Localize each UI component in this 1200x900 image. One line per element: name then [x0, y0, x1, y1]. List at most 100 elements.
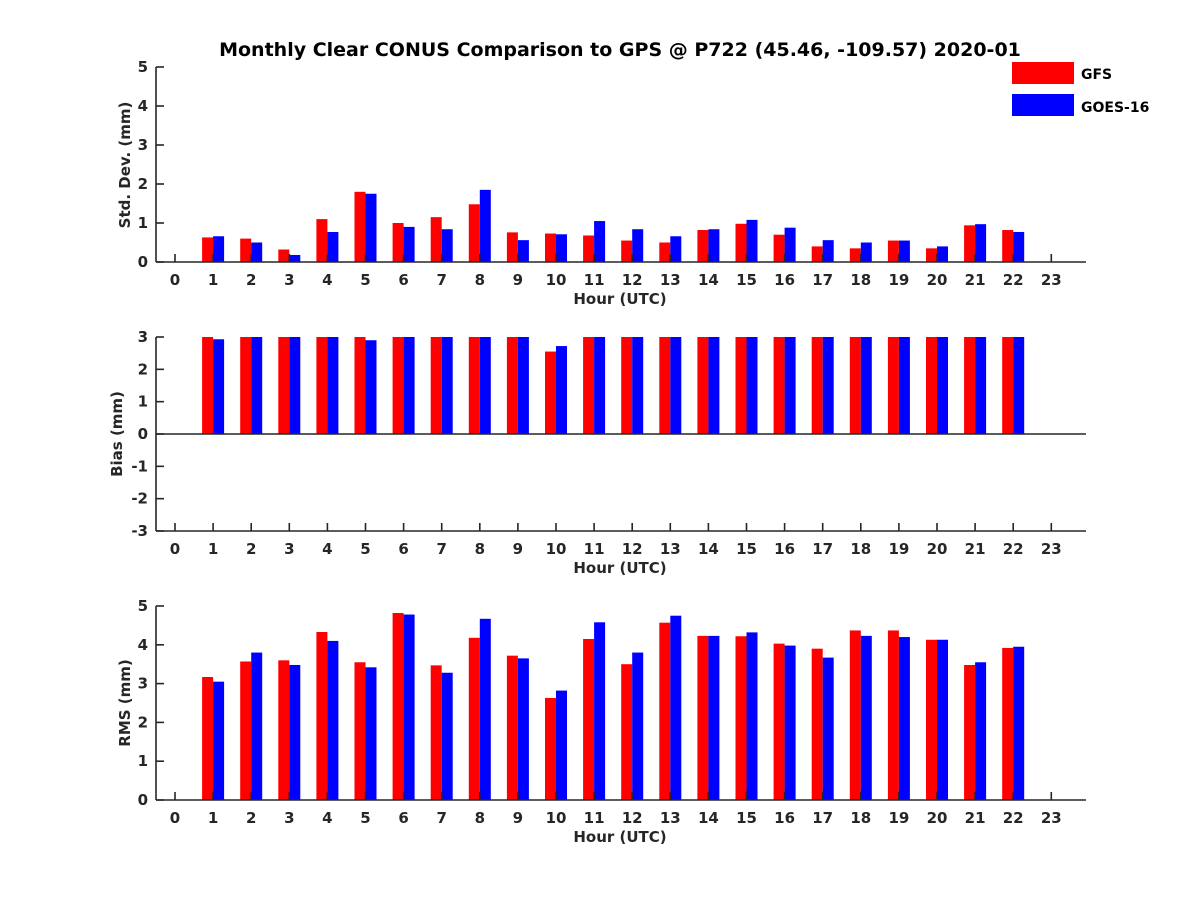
bias-bar-gfs-hour-14	[697, 337, 709, 434]
rms-bar-gfs-hour-13	[659, 622, 671, 800]
bias-x-tick-label: 3	[284, 540, 294, 558]
bias-y-tick-label: -2	[131, 490, 148, 508]
rms-bar-gfs-hour-16	[773, 643, 785, 800]
bias-bar-gfs-hour-5	[354, 337, 366, 434]
rms-x-tick-label: 16	[774, 809, 795, 827]
rms-bar-goes16-hour-10	[556, 690, 567, 800]
std-dev-bar-goes16-hour-2	[251, 242, 263, 262]
bias-y-tick-label: -1	[131, 457, 148, 475]
rms-bar-goes16-hour-5	[365, 667, 377, 800]
rms-x-tick-label: 18	[850, 809, 871, 827]
bias-bar-gfs-hour-11	[583, 337, 595, 434]
std-dev-bar-gfs-hour-11	[583, 235, 595, 262]
rms-bar-goes16-hour-13	[670, 615, 682, 800]
bias-bar-goes16-hour-21	[975, 337, 987, 434]
rms-x-tick-label: 6	[398, 809, 408, 827]
rms-x-tick-label: 11	[584, 809, 605, 827]
rms-bar-gfs-hour-15	[735, 636, 747, 800]
rms-bar-goes16-hour-19	[898, 637, 910, 800]
rms-x-tick-label: 14	[698, 809, 719, 827]
rms-bar-goes16-hour-4	[327, 640, 339, 800]
chart-title: Monthly Clear CONUS Comparison to GPS @ …	[219, 39, 1021, 61]
rms-x-tick-label: 23	[1041, 809, 1062, 827]
bias-bar-goes16-hour-19	[898, 337, 910, 434]
rms-bar-gfs-hour-11	[583, 638, 595, 800]
bias-x-tick-label: 0	[170, 540, 180, 558]
legend: GFS GOES-16	[1012, 62, 1149, 116]
rms-bar-gfs-hour-2	[240, 661, 252, 800]
bias-x-tick-label: 9	[513, 540, 523, 558]
bias-bar-goes16-hour-22	[1013, 337, 1025, 434]
bias-y-tick-label: 1	[138, 393, 148, 411]
std-dev-bar-gfs-hour-22	[1002, 230, 1014, 262]
std-dev-bar-gfs-hour-5	[354, 191, 366, 262]
std-dev-x-tick-label: 22	[1003, 271, 1024, 289]
bias-bar-gfs-hour-3	[278, 337, 290, 434]
bias-x-tick-label: 19	[888, 540, 909, 558]
rms-bar-gfs-hour-4	[316, 631, 328, 800]
std-dev-bar-gfs-hour-6	[392, 223, 404, 262]
bias-x-tick-label: 6	[398, 540, 408, 558]
bias-bar-goes16-hour-7	[441, 337, 453, 434]
rms-bar-gfs-hour-17	[811, 648, 823, 800]
std-dev-bar-goes16-hour-21	[975, 224, 987, 262]
bias-bar-goes16-hour-8	[479, 337, 491, 434]
rms-bar-goes16-hour-1	[213, 681, 225, 800]
bias-bar-gfs-hour-4	[316, 337, 328, 434]
std-dev-bar-gfs-hour-18	[849, 248, 861, 262]
bias-bar-gfs-hour-22	[1002, 337, 1014, 434]
std-dev-bar-goes16-hour-7	[441, 229, 453, 262]
std-dev-x-tick-label: 14	[698, 271, 719, 289]
rms-bar-goes16-hour-18	[860, 635, 872, 800]
std-dev-bar-goes16-hour-17	[822, 240, 834, 262]
std-dev-bar-gfs-hour-7	[430, 217, 442, 262]
bias-bar-goes16-hour-15	[746, 337, 758, 434]
bias-x-tick-label: 17	[812, 540, 833, 558]
std-dev-bar-goes16-hour-12	[632, 229, 644, 262]
bias-bar-gfs-hour-17	[811, 337, 823, 434]
std-dev-x-label: Hour (UTC)	[573, 290, 666, 308]
std-dev-x-tick-label: 0	[170, 271, 180, 289]
rms-bar-goes16-hour-21	[975, 662, 987, 800]
bias-bar-goes16-hour-3	[289, 337, 301, 434]
std-dev-y-tick-label: 5	[138, 58, 148, 76]
rms-bar-goes16-hour-14	[708, 635, 720, 800]
legend-label-goes16: GOES-16	[1081, 100, 1149, 116]
rms-x-tick-label: 1	[208, 809, 218, 827]
rms-bar-gfs-hour-9	[506, 655, 518, 800]
rms-bar-gfs-hour-22	[1002, 647, 1014, 800]
std-dev-x-tick-label: 17	[812, 271, 833, 289]
bias-y-tick-label: 2	[138, 360, 148, 378]
std-dev-x-tick-label: 15	[736, 271, 757, 289]
std-dev-x-tick-label: 16	[774, 271, 795, 289]
rms-bar-gfs-hour-1	[202, 677, 214, 800]
rms-x-tick-label: 9	[513, 809, 523, 827]
std-dev-x-tick-label: 13	[660, 271, 681, 289]
bias-bar-goes16-hour-12	[632, 337, 644, 434]
std-dev-x-tick-label: 11	[584, 271, 605, 289]
rms-y-label: RMS (mm)	[116, 659, 134, 746]
std-dev-x-tick-label: 10	[546, 271, 567, 289]
rms-y-tick-label: 0	[138, 791, 148, 809]
rms-bar-goes16-hour-22	[1013, 646, 1025, 800]
std-dev-bar-goes16-hour-13	[670, 236, 682, 262]
rms-bar-goes16-hour-20	[937, 639, 948, 800]
bias-bar-gfs-hour-13	[659, 337, 671, 434]
std-dev-y-tick-label: 2	[138, 175, 148, 193]
std-dev-y-tick-label: 4	[138, 97, 148, 115]
bias-bar-goes16-hour-14	[708, 337, 720, 434]
rms-bar-gfs-hour-5	[354, 662, 366, 800]
rms-bar-goes16-hour-17	[822, 657, 834, 800]
legend-label-gfs: GFS	[1081, 67, 1112, 83]
bias-bar-gfs-hour-6	[392, 337, 404, 434]
std-dev-bar-gfs-hour-3	[278, 249, 290, 262]
bias-x-tick-label: 1	[208, 540, 218, 558]
std-dev-x-tick-label: 20	[927, 271, 948, 289]
bias-y-label: Bias (mm)	[108, 391, 126, 477]
bias-bar-goes16-hour-5	[365, 340, 377, 434]
bias-bar-goes16-hour-6	[403, 337, 415, 434]
bias-x-tick-label: 14	[698, 540, 719, 558]
bias-y-tick-label: -3	[131, 522, 148, 540]
bias-bar-goes16-hour-18	[860, 337, 872, 434]
